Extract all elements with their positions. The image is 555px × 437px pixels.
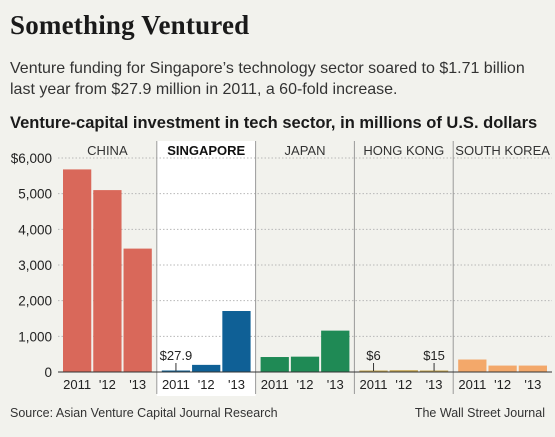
x-tick-label: '12 bbox=[99, 377, 116, 392]
panel-header: CHINA bbox=[87, 143, 128, 158]
x-tick-label: '12 bbox=[297, 377, 314, 392]
bar bbox=[359, 370, 388, 372]
x-tick-label: 2011 bbox=[360, 377, 388, 392]
bar bbox=[290, 356, 320, 372]
x-tick-label: '13 bbox=[524, 377, 541, 392]
bar bbox=[458, 359, 487, 372]
bar bbox=[518, 365, 547, 372]
dek: Venture funding for Singapore’s technolo… bbox=[10, 60, 525, 98]
x-tick-label: 2011 bbox=[162, 377, 190, 392]
panel-header: SINGAPORE bbox=[167, 143, 245, 158]
bar bbox=[93, 190, 122, 372]
x-tick-label: '12 bbox=[198, 377, 215, 392]
y-tick-label: 0 bbox=[44, 365, 52, 380]
bar bbox=[488, 365, 517, 372]
data-label: $6 bbox=[366, 348, 380, 363]
bar bbox=[63, 169, 92, 372]
bar bbox=[192, 364, 221, 372]
y-tick-label: 1,000 bbox=[18, 329, 52, 344]
x-tick-label: '13 bbox=[129, 377, 146, 392]
source-note: Source: Asian Venture Capital Journal Re… bbox=[10, 406, 278, 420]
data-label: $15 bbox=[423, 348, 445, 363]
credit-line: The Wall Street Journal bbox=[414, 406, 545, 420]
y-tick-label: 3,000 bbox=[18, 258, 52, 273]
bar bbox=[222, 311, 251, 372]
y-tick-label: 5,000 bbox=[18, 187, 52, 202]
bar bbox=[321, 330, 350, 372]
x-tick-label: '13 bbox=[327, 377, 344, 392]
x-tick-label: '12 bbox=[494, 377, 511, 392]
y-tick-label: $6,000 bbox=[11, 151, 52, 166]
panel-header: JAPAN bbox=[285, 143, 326, 158]
bar bbox=[260, 357, 289, 372]
x-tick-label: '12 bbox=[395, 377, 412, 392]
bar bbox=[419, 370, 449, 372]
chart-title: Venture-capital investment in tech secto… bbox=[10, 114, 538, 132]
y-tick-label: 2,000 bbox=[18, 294, 52, 309]
x-tick-label: 2011 bbox=[63, 377, 91, 392]
bar bbox=[123, 248, 152, 372]
x-tick-label: 2011 bbox=[261, 377, 289, 392]
bar bbox=[389, 370, 418, 372]
y-tick-label: 4,000 bbox=[18, 222, 52, 237]
headline: Something Ventured bbox=[10, 10, 250, 40]
data-label: $27.9 bbox=[160, 348, 193, 363]
x-tick-label: '13 bbox=[228, 377, 245, 392]
panel-header: SOUTH KOREA bbox=[455, 143, 550, 158]
x-tick-label: 2011 bbox=[458, 377, 486, 392]
x-tick-label: '13 bbox=[426, 377, 443, 392]
panel-header: HONG KONG bbox=[363, 143, 444, 158]
bar bbox=[161, 370, 191, 372]
